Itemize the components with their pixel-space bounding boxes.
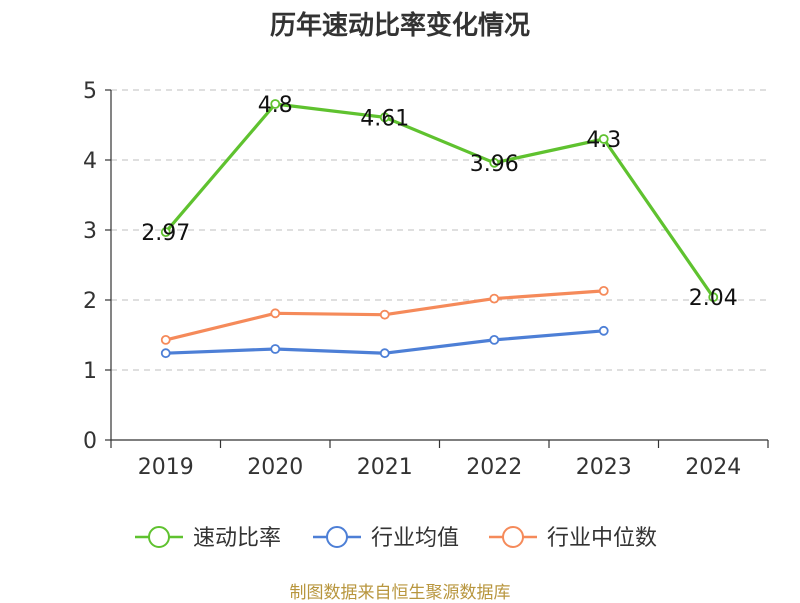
axes: 0 1 2 3 4 5 2019 2020 2021 2022 2023 2024	[83, 79, 769, 480]
x-tick-label: 2019	[138, 455, 194, 480]
y-tick-label: 4	[83, 149, 97, 174]
data-label: 4.3	[586, 128, 621, 153]
data-point	[598, 325, 609, 336]
data-label: 2.97	[141, 221, 190, 246]
data-point	[489, 293, 500, 304]
y-tick-label: 5	[83, 79, 97, 104]
legend-marker	[326, 526, 348, 548]
data-point	[270, 99, 281, 109]
data-point	[489, 334, 500, 345]
source-footer: 制图数据来自恒生聚源数据库	[289, 583, 511, 603]
series-group	[160, 99, 719, 359]
y-tick-label: 2	[83, 289, 97, 314]
legend-marker	[148, 526, 170, 548]
data-label: 3.96	[470, 152, 519, 177]
data-labels: 2.97 4.8 4.61 3.96 4.3 2.04	[141, 93, 737, 311]
legend: 速动比率 行业均值 行业中位数	[135, 526, 657, 551]
data-point	[489, 157, 500, 168]
data-point	[379, 348, 390, 359]
data-label: 2.04	[689, 286, 738, 311]
x-tick-label: 2022	[466, 455, 522, 480]
x-tick-label: 2021	[357, 455, 413, 480]
y-tick-label: 3	[83, 219, 97, 244]
legend-label: 速动比率	[193, 526, 281, 551]
data-point	[160, 227, 171, 238]
series-line-1	[164, 102, 715, 299]
data-label: 4.8	[258, 93, 293, 118]
x-tick-label: 2024	[685, 455, 741, 480]
data-point	[270, 308, 281, 319]
data-point	[160, 348, 171, 359]
data-point	[270, 344, 281, 354]
data-label: 4.61	[360, 106, 409, 131]
data-point	[598, 285, 609, 296]
x-tick-label: 2020	[247, 455, 303, 480]
legend-marker	[502, 526, 524, 548]
data-point	[379, 309, 390, 320]
y-tick-label: 1	[83, 359, 97, 384]
data-point	[708, 292, 719, 303]
legend-label: 行业中位数	[547, 526, 657, 551]
chart-title: 历年速动比率变化情况	[270, 10, 530, 41]
x-tick-label: 2023	[576, 455, 632, 480]
data-point	[598, 134, 609, 144]
y-tick-label: 0	[83, 429, 97, 454]
legend-label: 行业均值	[371, 526, 459, 551]
data-point	[160, 334, 171, 345]
data-point	[379, 112, 390, 123]
